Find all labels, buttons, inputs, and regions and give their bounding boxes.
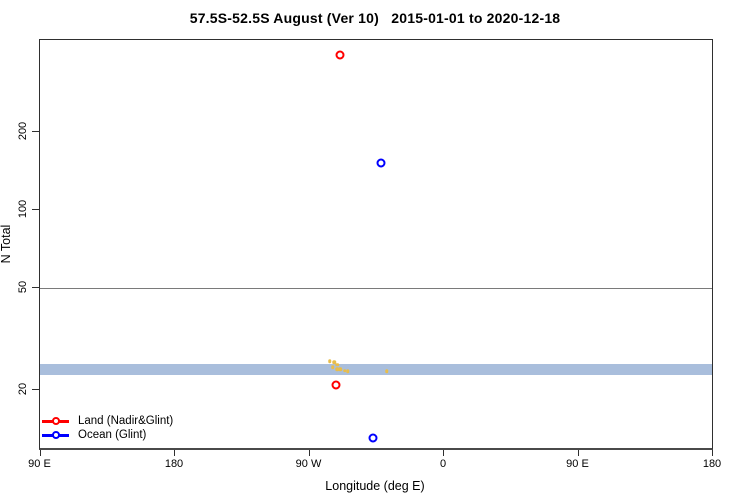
ocean-data-point xyxy=(376,158,386,168)
x-tick xyxy=(443,450,444,456)
legend-label-ocean: Ocean (Glint) xyxy=(78,429,147,441)
open-circle-icon xyxy=(51,431,60,439)
y-tick-label: 20 xyxy=(17,382,29,396)
land-data-point xyxy=(335,50,345,60)
x-tick xyxy=(577,450,579,456)
x-tick-label: 90 E xyxy=(566,458,589,470)
x-tick-label: 90 W xyxy=(295,458,322,470)
gold-marker xyxy=(343,368,347,373)
y-tick-label: 200 xyxy=(17,122,29,141)
highlight-band xyxy=(40,363,712,376)
gold-marker xyxy=(338,367,343,371)
gold-marker xyxy=(332,360,337,365)
y-tick xyxy=(32,209,39,210)
gold-marker xyxy=(331,365,335,370)
plot-area: Land (Nadir&Glint) Ocean (Glint) xyxy=(39,39,713,450)
gold-marker xyxy=(335,362,340,367)
legend-label-land: Land (Nadir&Glint) xyxy=(78,415,174,427)
x-tick-label: 180 xyxy=(164,458,184,470)
legend-item-land: Land (Nadir&Glint) xyxy=(42,414,173,428)
x-tick xyxy=(174,450,175,456)
land-data-point xyxy=(331,380,341,390)
legend: Land (Nadir&Glint) Ocean (Glint) xyxy=(42,414,173,442)
x-tick xyxy=(308,450,310,456)
open-circle-icon xyxy=(51,417,60,425)
x-tick xyxy=(712,450,713,456)
y-tick xyxy=(32,131,39,133)
y-tick-label: 100 xyxy=(17,199,29,219)
ocean-data-point xyxy=(368,433,378,443)
x-tick-label: 0 xyxy=(439,458,447,470)
gold-marker xyxy=(346,369,350,374)
x-tick xyxy=(39,450,41,456)
y-tick xyxy=(32,286,39,288)
y-tick xyxy=(32,388,39,390)
legend-item-ocean: Ocean (Glint) xyxy=(42,428,173,442)
x-tick-label: 90 E xyxy=(28,458,51,470)
reference-line xyxy=(40,287,712,289)
x-axis-title: Longitude (deg E) xyxy=(325,479,425,493)
chart-title: 57.5S-52.5S August (Ver 10) 2015-01-01 t… xyxy=(189,10,561,26)
gold-marker xyxy=(328,359,332,363)
y-tick-label: 50 xyxy=(17,280,29,293)
gold-marker xyxy=(384,369,389,373)
ocean-legend-marker-icon xyxy=(42,431,69,440)
x-tick-label: 180 xyxy=(702,458,722,470)
land-legend-marker-icon xyxy=(42,417,69,426)
gold-marker xyxy=(335,367,340,371)
y-axis-title: N Total xyxy=(0,224,13,264)
